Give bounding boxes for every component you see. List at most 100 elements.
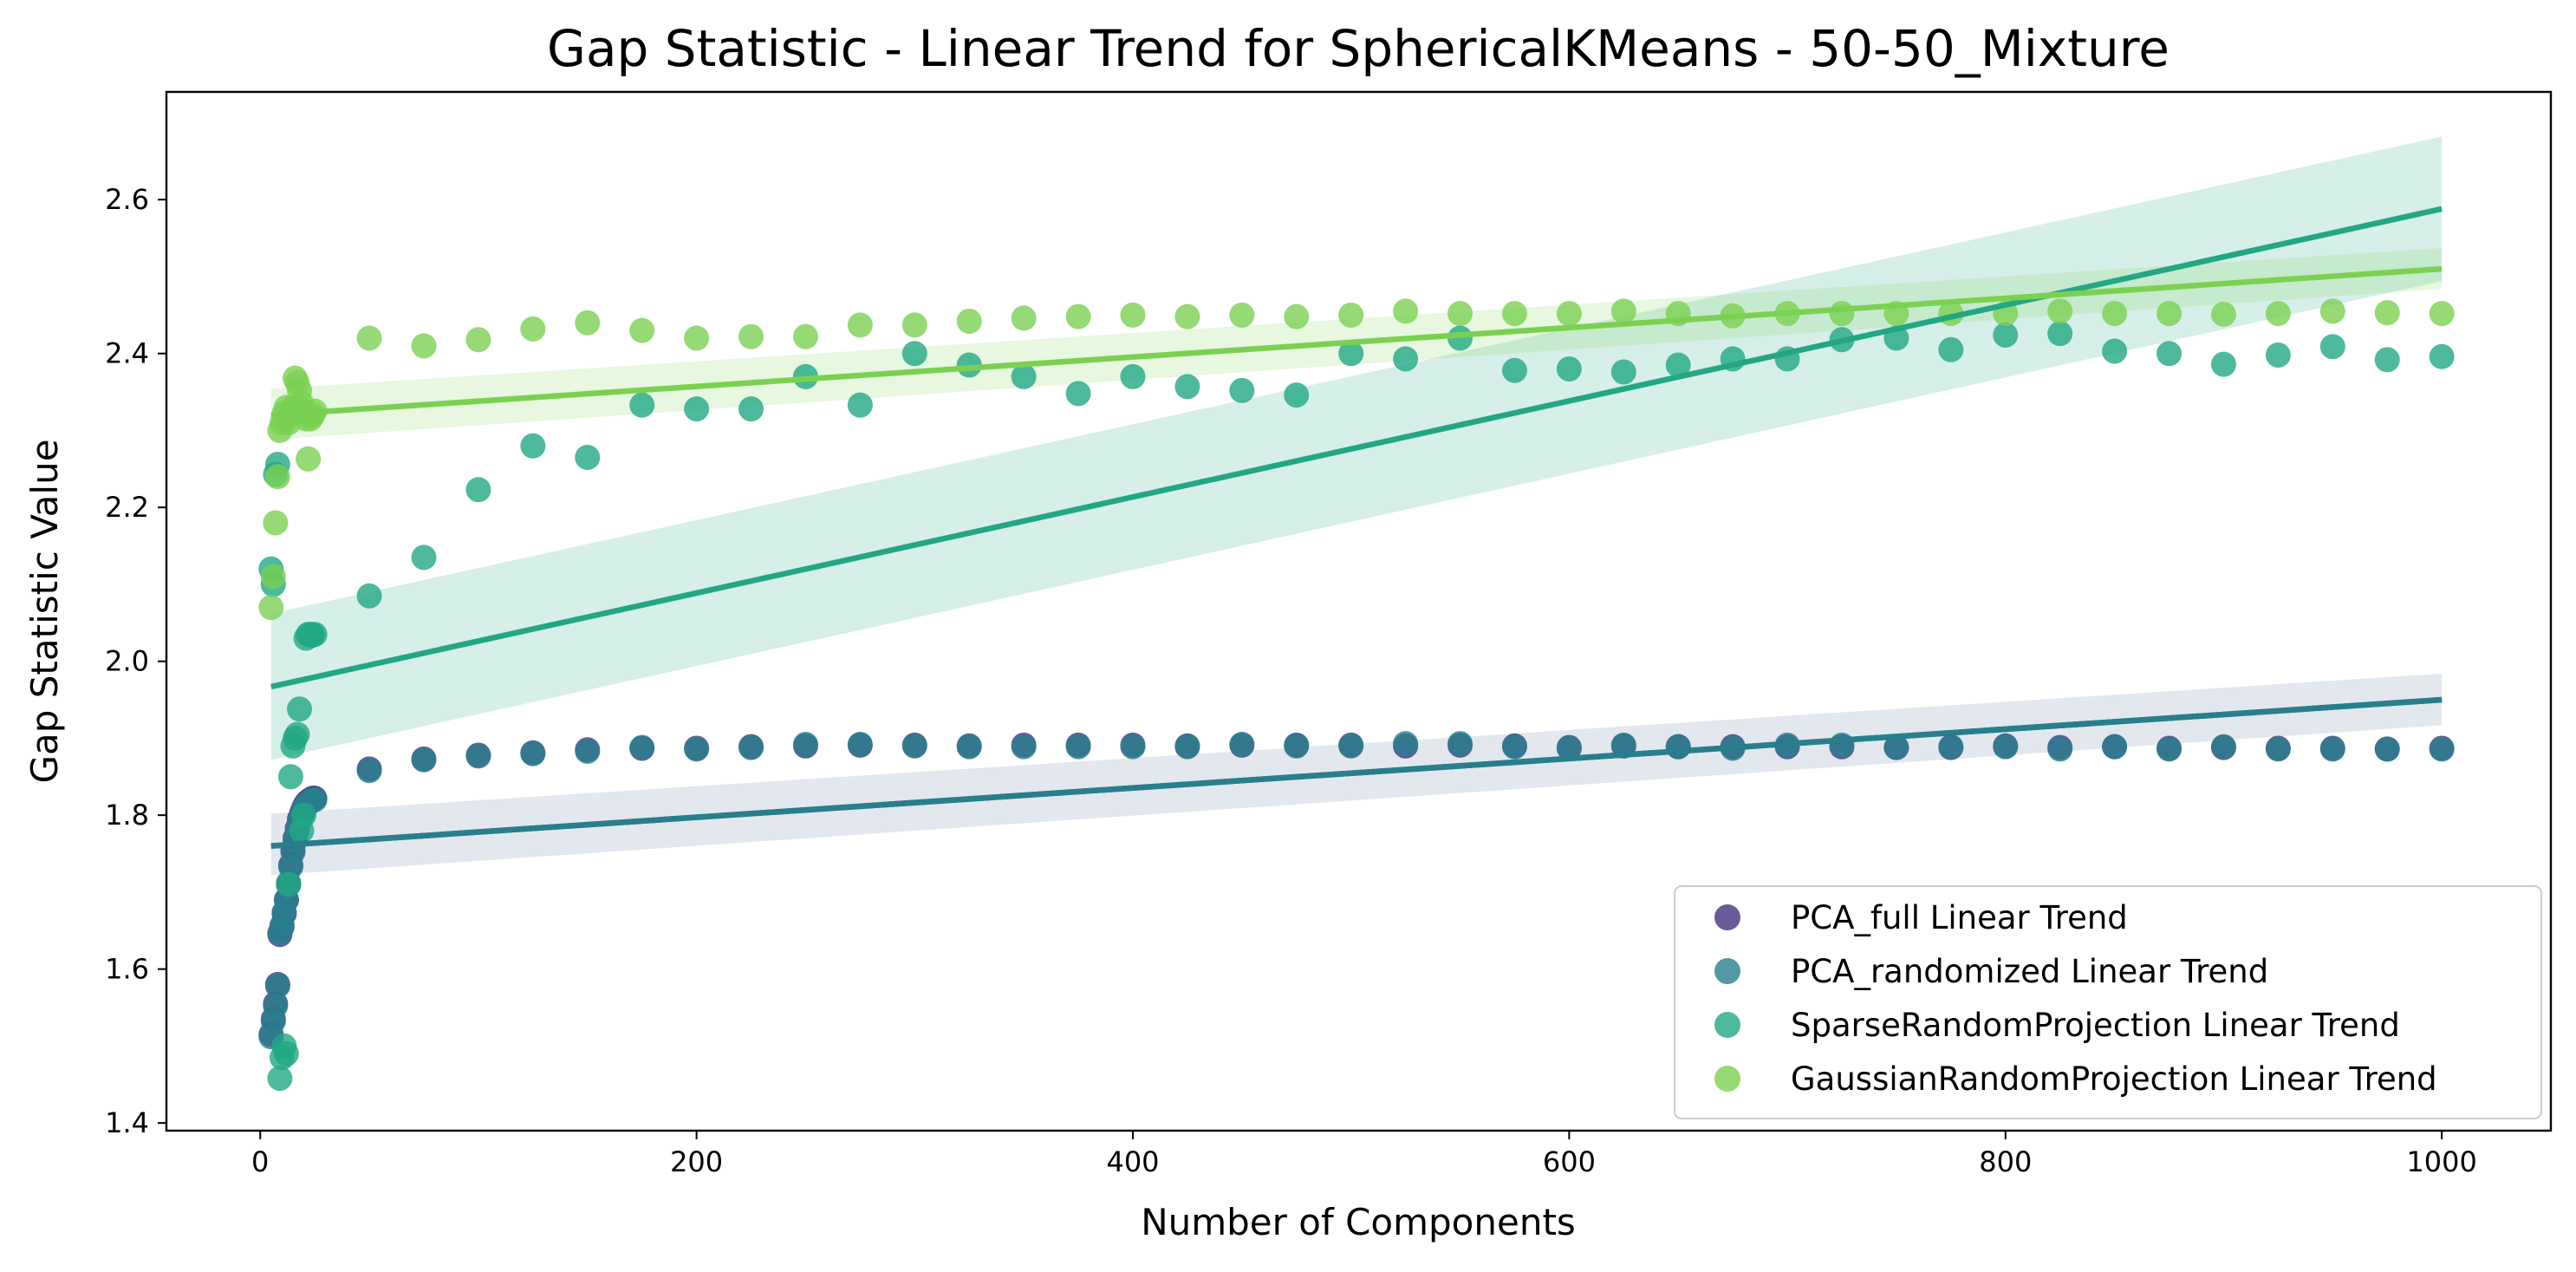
data-point-series-4 [2429,301,2455,327]
data-point-series-3 [956,352,982,378]
data-point-series-4 [356,325,382,351]
data-point-series-2 [1447,731,1473,757]
data-point-series-2 [2429,736,2455,762]
data-point-series-4 [260,564,286,590]
data-point-series-4 [2319,298,2345,324]
data-point-series-2 [1393,731,1419,757]
data-point-series-2 [1011,734,1037,760]
legend-label: SparseRandomProjection Linear Trend [1791,1007,2400,1044]
y-tick-label: 2.2 [105,491,149,524]
data-point-series-2 [575,739,601,765]
x-tick-label: 200 [670,1145,723,1178]
legend-marker [1714,958,1740,984]
data-point-series-4 [901,312,927,338]
data-point-series-3 [2319,334,2345,360]
plot-frame [165,90,2553,1132]
data-point-series-3 [1338,341,1364,367]
data-point-series-3 [901,341,927,367]
data-point-series-3 [1665,352,1691,378]
data-point-series-3 [2156,341,2182,367]
data-point-series-2 [2319,736,2345,762]
data-point-series-4 [2210,301,2236,327]
y-tick-label: 2.6 [105,183,149,216]
data-point-series-2 [1065,734,1091,760]
x-tick-label: 1000 [2406,1145,2476,1178]
data-point-series-2 [411,747,437,773]
data-point-series-2 [629,734,655,760]
data-point-series-2 [2210,734,2236,760]
y-tick-label: 2.4 [105,337,149,370]
data-point-series-2 [520,740,546,766]
data-point-series-4 [1829,301,1855,327]
data-point-series-3 [465,477,491,503]
data-point-series-4 [629,317,655,343]
trend-line-series-3 [270,205,2443,690]
y-axis-label: Gap Statistic Value [23,439,66,783]
data-point-series-3 [276,871,302,897]
data-point-series-4 [792,323,818,349]
data-point-series-3 [267,1066,293,1092]
legend: PCA_full Linear Trend PCA_randomized Line… [1674,885,2542,1119]
data-point-series-2 [2102,734,2128,760]
data-point-series-3 [1556,356,1582,382]
data-point-series-4 [2102,301,2128,327]
data-point-series-3 [2210,351,2236,377]
data-point-series-2 [792,732,818,758]
legend-frame [1674,885,2542,1119]
data-point-series-2 [738,734,764,760]
data-point-series-4 [1610,298,1636,324]
data-point-series-2 [1883,734,1909,760]
data-point-series-4 [2374,300,2400,326]
data-point-series-3 [1174,374,1200,400]
data-point-series-4 [847,312,873,338]
data-point-series-3 [684,396,710,422]
data-point-series-4 [1556,301,1582,327]
data-point-series-2 [263,993,289,1019]
data-point-series-3 [273,1040,299,1067]
data-point-series-3 [277,764,303,790]
legend-entries: PCA_full Linear Trend PCA_randomized Line… [1714,899,2437,1098]
data-point-series-3 [1120,363,1146,389]
data-point-series-3 [1011,363,1037,389]
x-tick-label: 600 [1543,1145,1596,1178]
data-point-series-4 [956,308,982,334]
data-point-series-3 [302,622,328,648]
data-point-series-4 [2265,301,2291,327]
trend-lines [270,205,2443,849]
y-tick-label: 1.4 [105,1106,149,1139]
data-point-series-2 [1610,732,1636,758]
data-point-series-3 [1610,359,1636,385]
data-point-series-4 [1174,303,1200,329]
data-point-series-2 [264,973,290,999]
data-point-series-3 [1938,336,1964,362]
legend-label: GaussianRandomProjection Linear Trend [1791,1060,2437,1098]
data-point-series-2 [1338,733,1364,759]
data-point-series-4 [2156,301,2182,327]
data-point-series-3 [629,392,655,418]
data-point-series-3 [411,545,437,571]
data-point-series-3 [847,392,873,418]
data-point-series-3 [287,696,313,722]
data-point-series-4 [258,595,284,621]
data-point-series-2 [1174,734,1200,760]
data-point-series-4 [1229,302,1255,328]
data-point-series-4 [1011,305,1037,331]
data-point-series-2 [356,758,382,784]
y-tick-label: 2.0 [105,645,149,678]
legend-label: PCA_randomized Linear Trend [1791,953,2268,990]
data-point-series-3 [2265,342,2291,368]
legend-marker [1714,1066,1740,1092]
data-point-series-2 [2265,736,2291,762]
data-point-series-4 [411,333,437,359]
plot-area [258,136,2455,1092]
data-point-series-2 [1556,735,1582,761]
y-axis-ticks: 1.4 1.6 1.8 2.0 2.2 2.4 2.6 [105,183,166,1139]
data-point-series-2 [1120,734,1146,760]
data-point-series-3 [1393,346,1419,372]
data-point-series-4 [1447,301,1473,327]
trend-line-series-4 [270,265,2443,418]
data-point-series-4 [264,464,290,490]
x-axis-label: Number of Components [1141,1201,1576,1243]
data-point-series-4 [296,446,322,472]
data-point-series-4 [1393,298,1419,324]
